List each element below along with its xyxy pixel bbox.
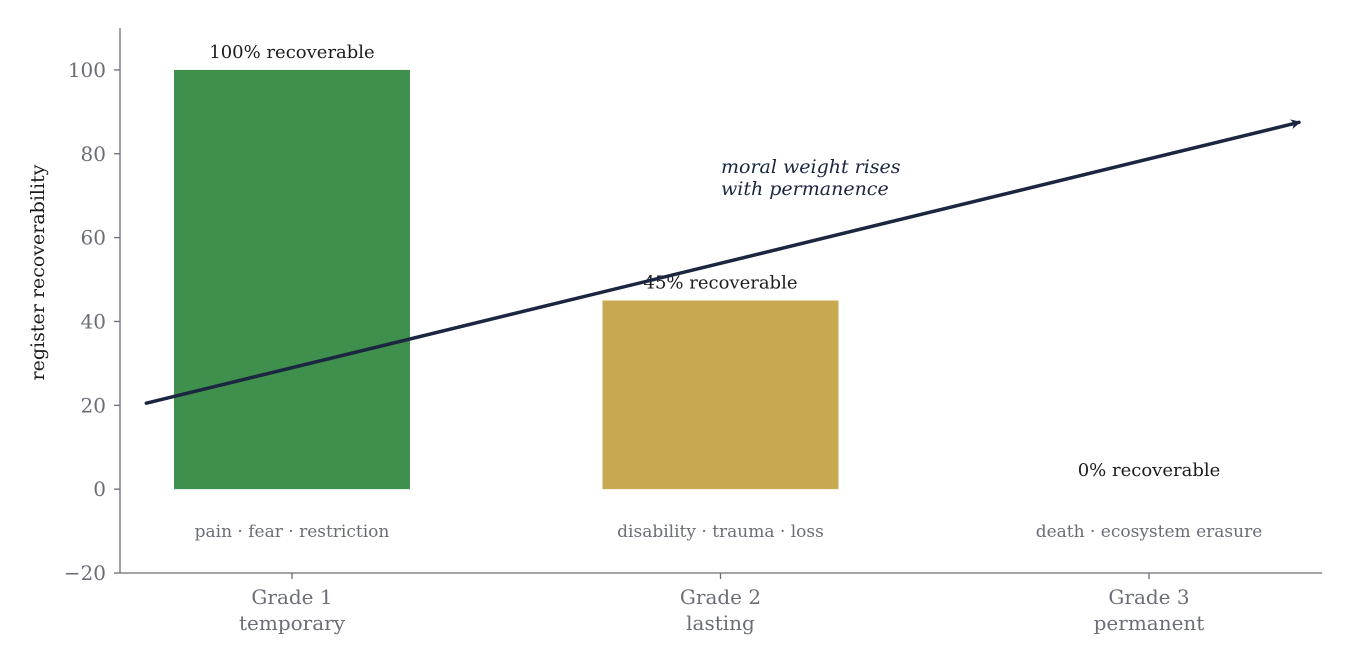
x-tick-sublabel: temporary [239, 611, 346, 635]
y-tick-label: 0 [93, 477, 106, 501]
x-tick-sublabel: lasting [686, 611, 755, 635]
y-tick-label: 60 [81, 226, 106, 250]
category-description: death · ecosystem erasure [1036, 522, 1263, 542]
annotation-text: moral weight rises [721, 156, 901, 178]
x-tick-label: Grade 3 [1108, 585, 1189, 609]
x-tick-sublabel: permanent [1094, 611, 1205, 635]
y-tick-label: 80 [81, 142, 106, 166]
data-label: 0% recoverable [1078, 460, 1221, 481]
y-axis: −20 0 20 40 60 80 100 register recoverability [27, 28, 121, 585]
y-tick-label: 20 [81, 393, 106, 417]
category-description: pain · fear · restriction [195, 522, 390, 542]
annotation-text: with permanence [721, 178, 889, 200]
x-tick-label: Grade 1 [251, 585, 332, 609]
y-tick-label: 40 [81, 309, 106, 333]
y-tick-label: 100 [68, 58, 106, 82]
bar [174, 69, 410, 490]
bars [174, 69, 839, 490]
category-description: disability · trauma · loss [617, 522, 824, 542]
data-label: 45% recoverable [644, 273, 798, 294]
bar-labels: 100% recoverable pain · fear · restrictio… [195, 42, 1263, 542]
y-tick-label: −20 [64, 561, 106, 585]
bar [602, 300, 839, 490]
trend-arrow [144, 119, 1301, 405]
y-axis-title: register recoverability [27, 164, 49, 380]
x-tick-label: Grade 2 [680, 585, 761, 609]
data-label: 100% recoverable [209, 42, 374, 63]
